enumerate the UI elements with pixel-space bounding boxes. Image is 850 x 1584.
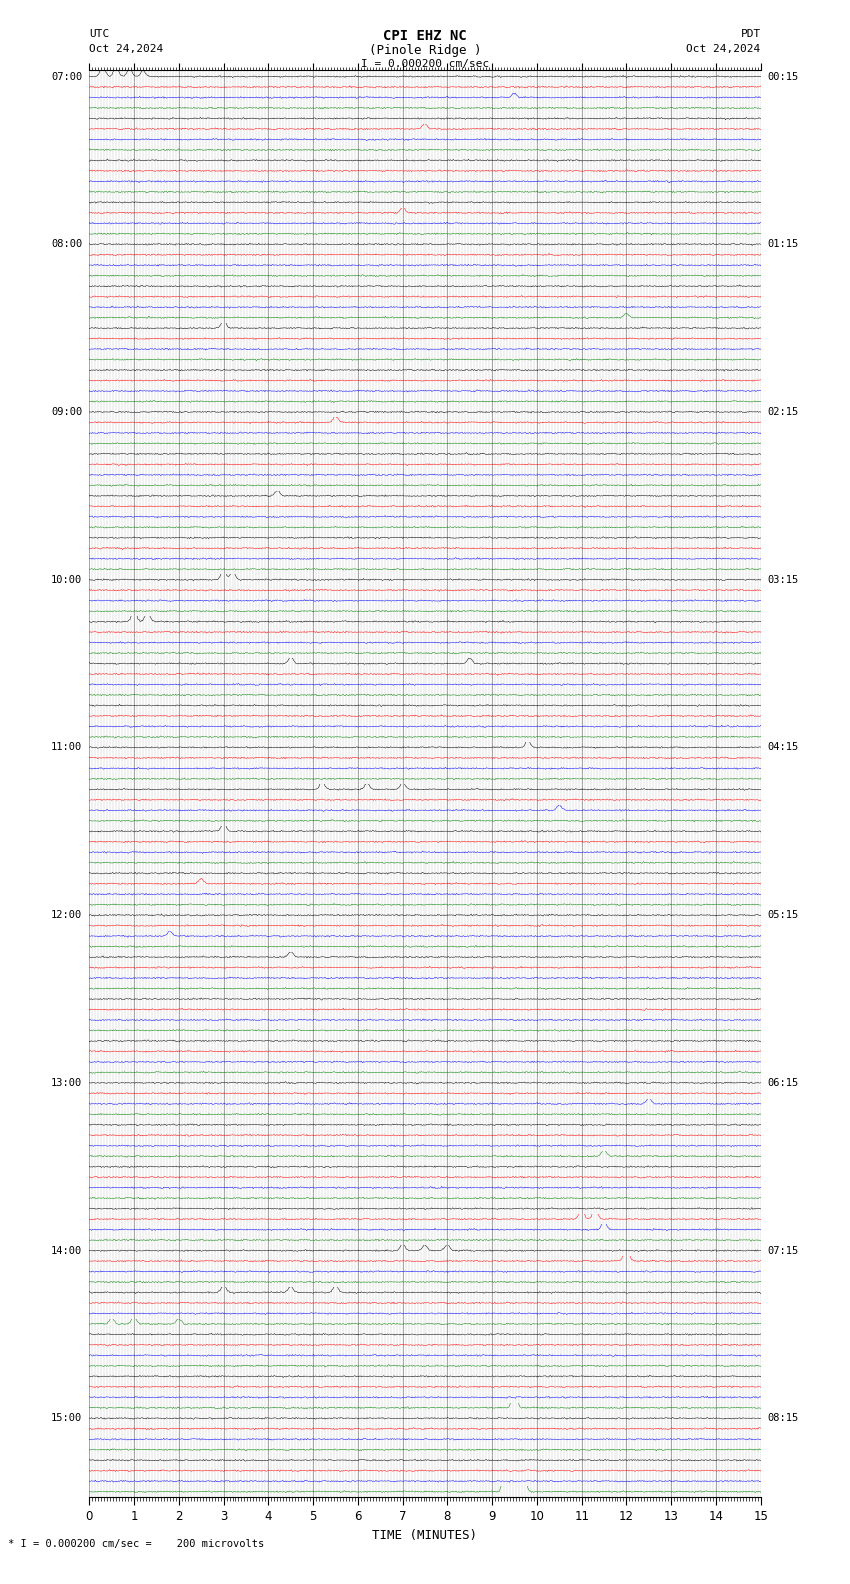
Text: 06:15: 06:15 bbox=[768, 1077, 799, 1088]
Text: 02:15: 02:15 bbox=[768, 407, 799, 417]
Text: 09:00: 09:00 bbox=[51, 407, 82, 417]
Text: 11:00: 11:00 bbox=[51, 743, 82, 752]
Text: 08:15: 08:15 bbox=[768, 1413, 799, 1424]
Text: I = 0.000200 cm/sec: I = 0.000200 cm/sec bbox=[361, 59, 489, 68]
Text: (Pinole Ridge ): (Pinole Ridge ) bbox=[369, 44, 481, 57]
Text: 05:15: 05:15 bbox=[768, 911, 799, 920]
Text: 04:15: 04:15 bbox=[768, 743, 799, 752]
Text: PDT: PDT bbox=[740, 29, 761, 38]
Text: 10:00: 10:00 bbox=[51, 575, 82, 584]
Text: 12:00: 12:00 bbox=[51, 911, 82, 920]
Text: CPI EHZ NC: CPI EHZ NC bbox=[383, 29, 467, 43]
Text: 14:00: 14:00 bbox=[51, 1245, 82, 1256]
Text: 01:15: 01:15 bbox=[768, 239, 799, 249]
X-axis label: TIME (MINUTES): TIME (MINUTES) bbox=[372, 1529, 478, 1541]
Text: 13:00: 13:00 bbox=[51, 1077, 82, 1088]
Text: Oct 24,2024: Oct 24,2024 bbox=[687, 44, 761, 54]
Text: 15:00: 15:00 bbox=[51, 1413, 82, 1424]
Text: 00:15: 00:15 bbox=[768, 71, 799, 81]
Text: Oct 24,2024: Oct 24,2024 bbox=[89, 44, 163, 54]
Text: 07:15: 07:15 bbox=[768, 1245, 799, 1256]
Text: UTC: UTC bbox=[89, 29, 110, 38]
Text: 03:15: 03:15 bbox=[768, 575, 799, 584]
Text: 07:00: 07:00 bbox=[51, 71, 82, 81]
Text: 08:00: 08:00 bbox=[51, 239, 82, 249]
Text: * I = 0.000200 cm/sec =    200 microvolts: * I = 0.000200 cm/sec = 200 microvolts bbox=[8, 1540, 264, 1549]
